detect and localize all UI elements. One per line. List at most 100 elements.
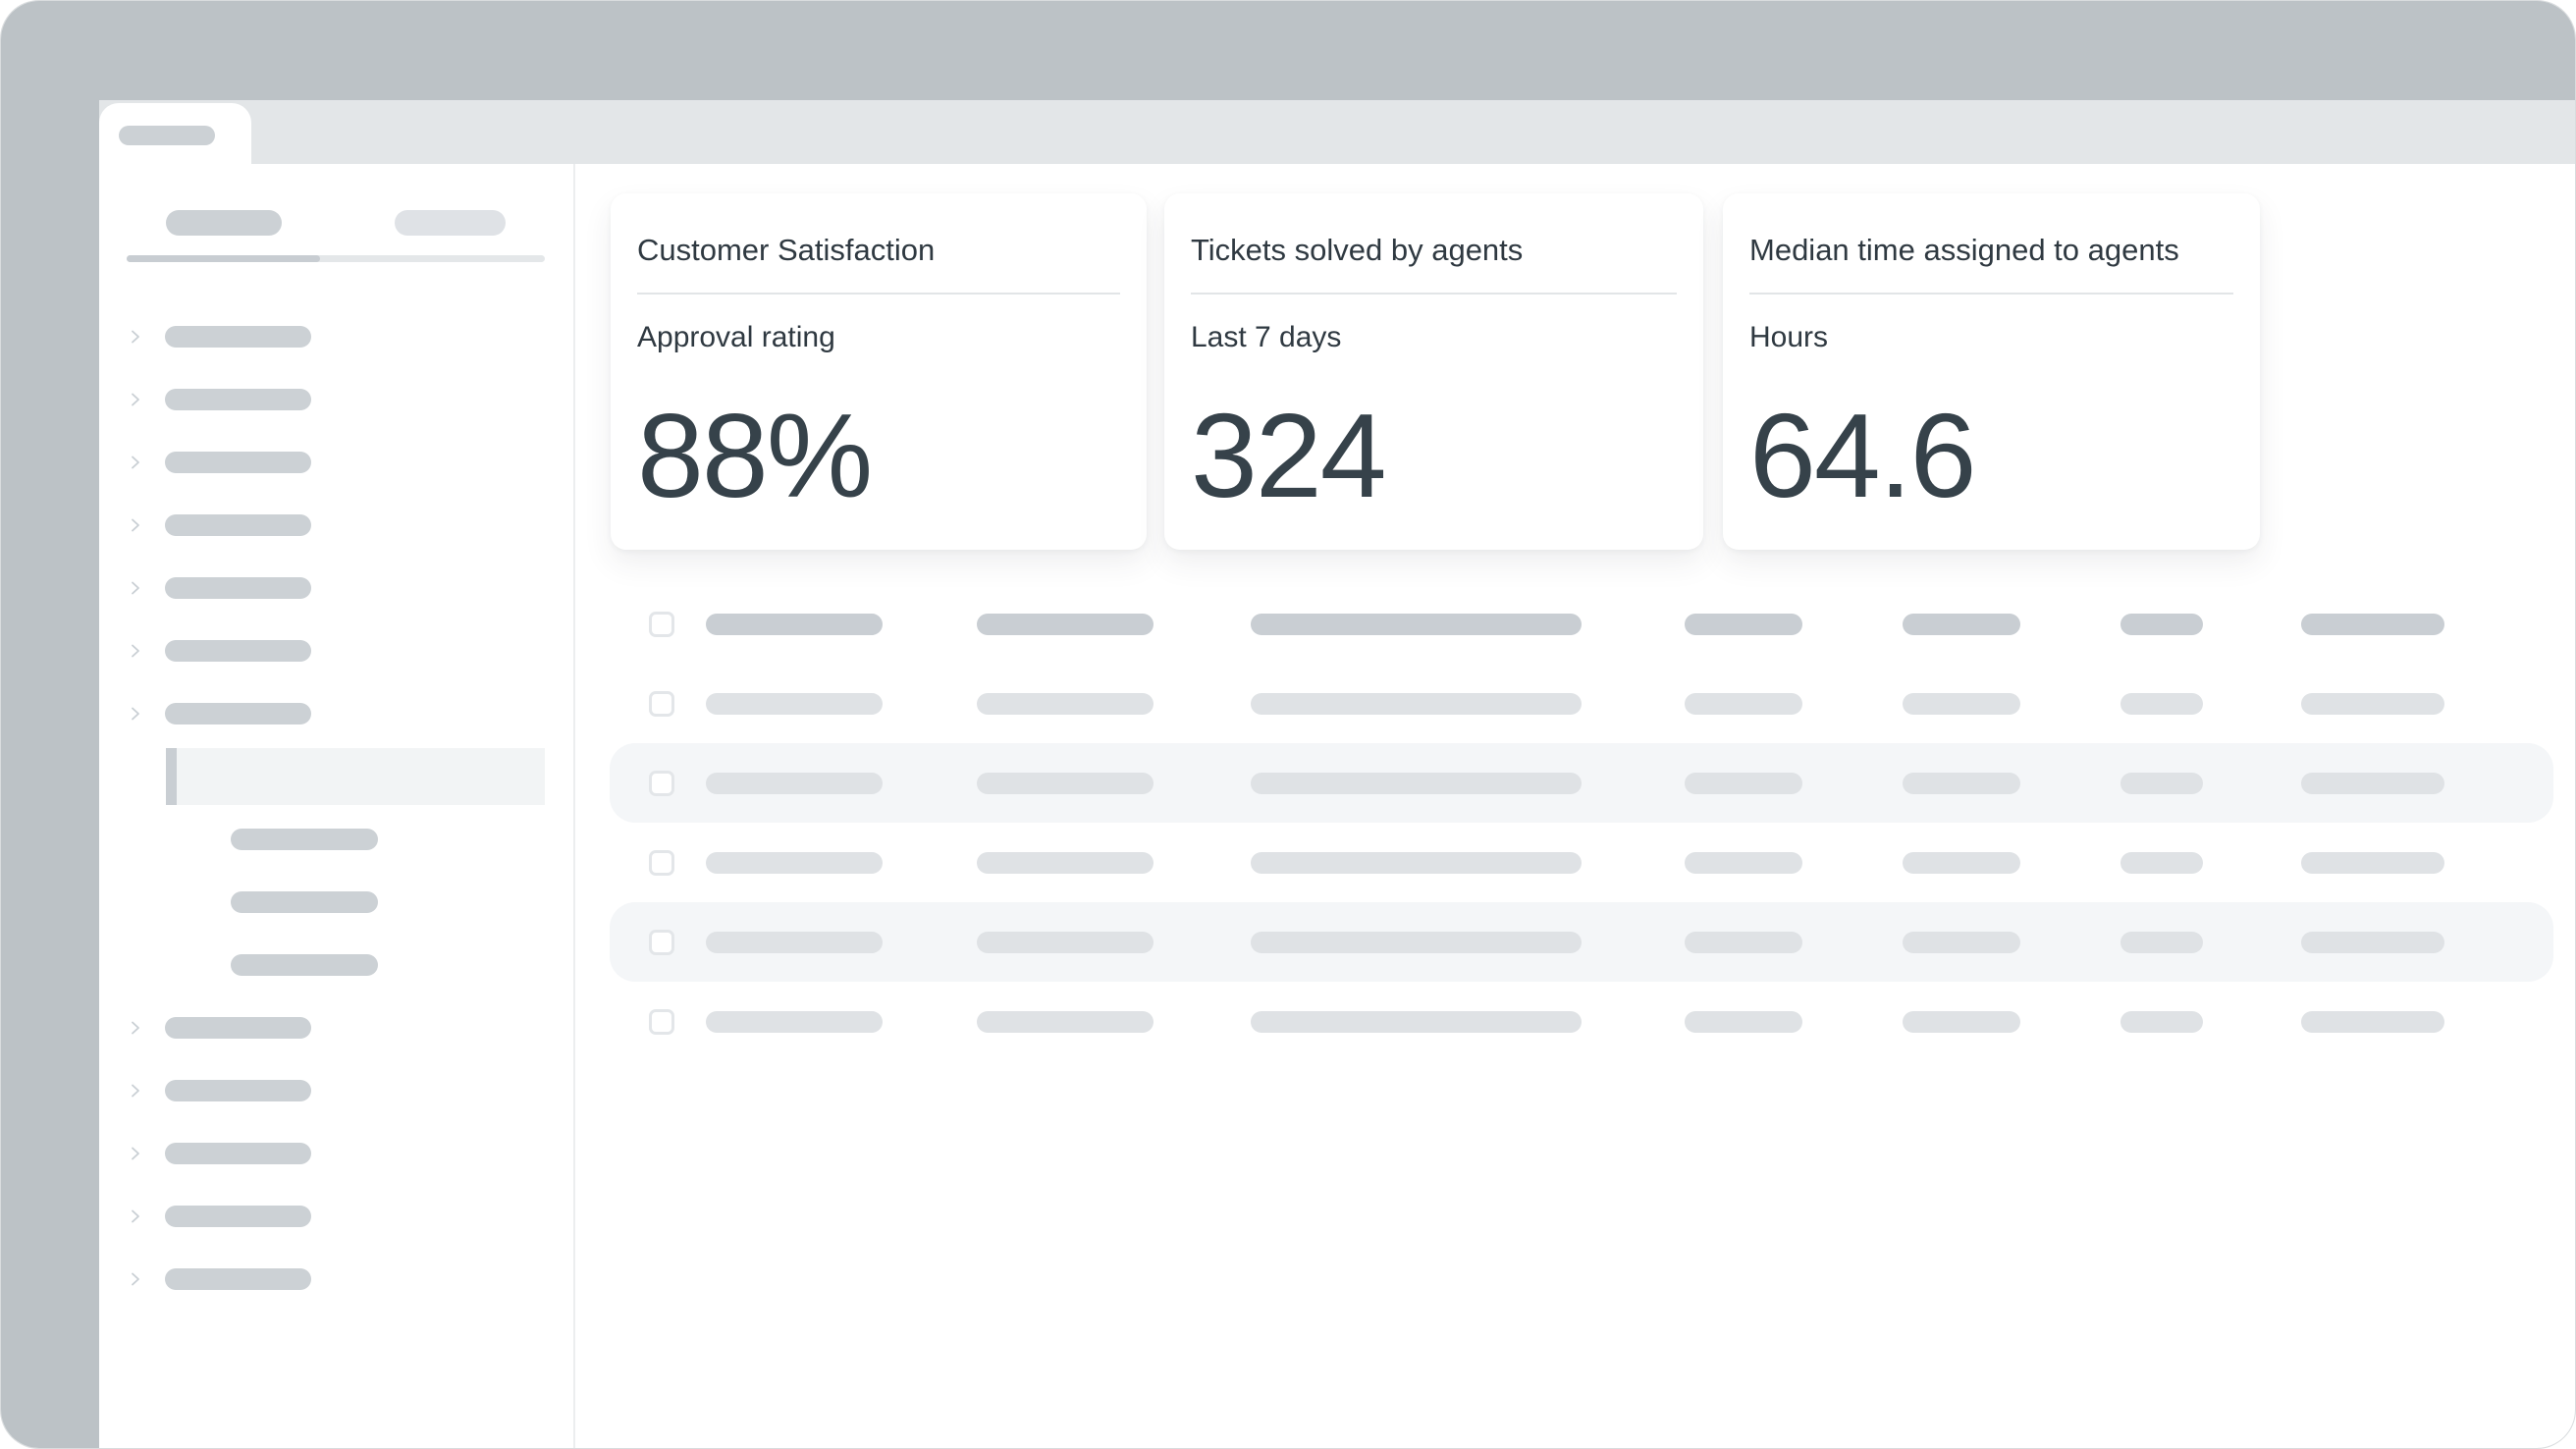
skeleton-cell-pill [2120,851,2203,874]
chevron-right-icon [132,1272,139,1286]
card-subtitle: Hours [1749,320,1829,353]
skeleton-cell-pill [1251,851,1582,874]
skeleton-cell-pill [2301,772,2444,794]
skeleton-text-pill [165,514,311,536]
sidebar-nav-item[interactable] [99,1248,573,1311]
skeleton-cell-pill [2301,692,2444,715]
chevron-right-icon [132,581,139,595]
sidebar-nav-item[interactable] [99,682,573,745]
skeleton-cell-pill [977,613,1154,635]
chevron-right-icon [132,518,139,532]
skeleton-cell-pill [1685,851,1802,874]
sidebar-sub-item[interactable] [231,891,378,913]
sidebar-nav-item[interactable] [99,305,573,368]
sidebar-nav-item[interactable] [99,1185,573,1248]
sidebar-tab-inactive[interactable] [395,210,506,236]
skeleton-text-pill [165,1143,311,1164]
card-divider [1749,292,2233,295]
skeleton-cell-pill [706,772,883,794]
active-indicator-bar [166,748,177,805]
skeleton-cell-pill [1903,931,2020,953]
skeleton-cell-pill [2120,692,2203,715]
skeleton-cell-pill [706,613,883,635]
card-title: Median time assigned to agents [1749,233,2179,267]
sidebar-nav-item[interactable] [99,619,573,682]
skeleton-text-pill [165,1017,311,1039]
skeleton-cell-pill [1903,692,2020,715]
chevron-right-icon [132,1147,139,1160]
skeleton-cell-pill [2301,1010,2444,1033]
card-value: 88% [637,388,873,522]
row-checkbox[interactable] [649,849,674,876]
table-row[interactable] [610,823,2553,902]
skeleton-text-pill [165,1206,311,1227]
skeleton-cell-pill [2120,931,2203,953]
row-checkbox[interactable] [649,690,674,717]
tickets-table-skeleton [610,584,2553,1061]
sidebar-sub-item[interactable] [231,954,378,976]
sidebar-nav-item[interactable] [99,368,573,431]
skeleton-cell-pill [977,772,1154,794]
skeleton-cell-pill [2120,613,2203,635]
skeleton-cell-pill [2301,613,2444,635]
skeleton-cell-pill [977,931,1154,953]
skeleton-cell-pill [1685,692,1802,715]
chevron-right-icon [132,1209,139,1223]
table-row[interactable] [610,902,2553,982]
sidebar-nav-row [99,871,573,934]
skeleton-cell-pill [706,851,883,874]
row-checkbox[interactable] [649,770,674,796]
card-divider [637,292,1120,295]
chevron-right-icon [132,456,139,469]
table-row[interactable] [610,982,2553,1061]
skeleton-text-pill [165,326,311,348]
sidebar-nav-row [99,808,573,871]
sidebar [99,164,575,1448]
chevron-right-icon [132,644,139,658]
skeleton-cell-pill [1251,772,1582,794]
skeleton-cell-pill [1251,692,1582,715]
table-row[interactable] [610,743,2553,823]
sidebar-nav-item[interactable] [99,557,573,619]
skeleton-cell-pill [977,851,1154,874]
skeleton-cell-pill [2301,851,2444,874]
browser-tab[interactable] [99,103,251,164]
card-subtitle: Approval rating [637,320,835,353]
sidebar-selected-item[interactable] [166,748,545,805]
row-checkbox[interactable] [649,1008,674,1035]
card-title: Tickets solved by agents [1191,233,1524,267]
chevron-right-icon [132,393,139,406]
skeleton-cell-pill [977,1010,1154,1033]
skeleton-cell-pill [1903,1010,2020,1033]
skeleton-cell-pill [2120,1010,2203,1033]
row-checkbox[interactable] [649,611,674,637]
skeleton-cell-pill [1251,931,1582,953]
tab-title-skeleton-pill [119,126,215,145]
card-value: 324 [1191,388,1387,522]
sidebar-nav-item[interactable] [99,1059,573,1122]
sidebar-sub-item[interactable] [231,829,378,850]
skeleton-cell-pill [706,931,883,953]
card-title: Customer Satisfaction [637,233,936,267]
sidebar-nav-item[interactable] [99,494,573,557]
skeleton-cell-pill [1903,772,2020,794]
skeleton-cell-pill [1251,1010,1582,1033]
card-subtitle: Last 7 days [1191,320,1342,353]
skeleton-text-pill [165,1080,311,1101]
chevron-right-icon [132,330,139,344]
row-checkbox[interactable] [649,929,674,955]
sidebar-nav-item[interactable] [99,1122,573,1185]
sidebar-tab-active[interactable] [166,210,282,236]
sidebar-nav-item[interactable] [99,996,573,1059]
skeleton-cell-pill [1903,613,2020,635]
sidebar-nav-row [99,745,573,808]
skeleton-cell-pill [1685,931,1802,953]
table-row[interactable] [610,584,2553,664]
chevron-right-icon [132,1021,139,1035]
skeleton-cell-pill [1685,1010,1802,1033]
browser-tab-strip [99,100,2575,164]
skeleton-cell-pill [1903,851,2020,874]
table-row[interactable] [610,664,2553,743]
sidebar-nav-item[interactable] [99,431,573,494]
skeleton-text-pill [165,703,311,724]
